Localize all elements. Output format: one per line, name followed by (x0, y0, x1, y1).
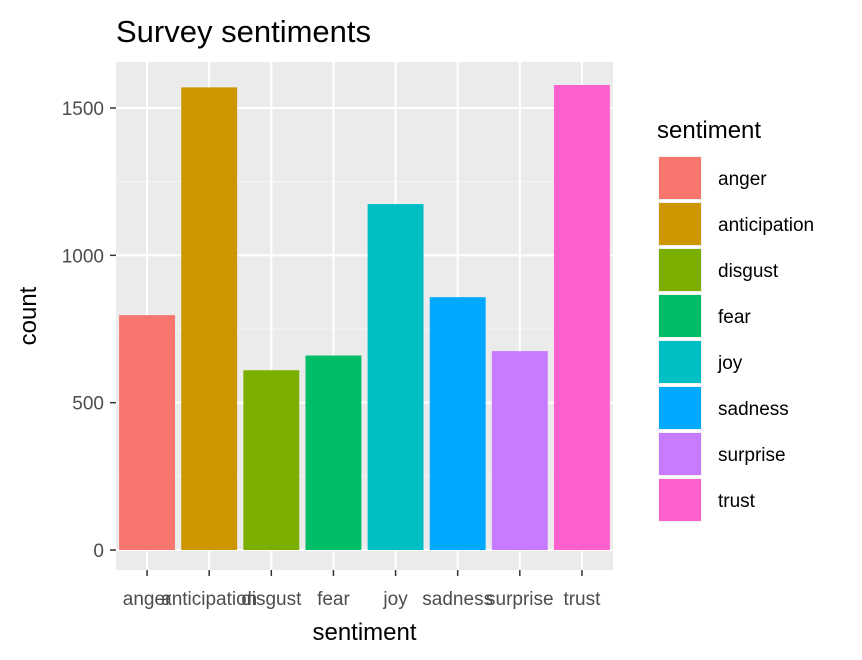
legend-swatch-anger (659, 157, 701, 199)
bar-anger (119, 315, 176, 550)
x-tick-label: anticipation (161, 589, 257, 610)
bar-disgust (243, 370, 300, 550)
bar-sadness (429, 297, 486, 550)
y-tick-label: 0 (93, 541, 104, 562)
x-axis-title: sentiment (312, 619, 416, 646)
x-tick-label: sadness (422, 589, 493, 610)
x-tick-label: fear (317, 589, 350, 610)
x-tick-label: anger (123, 589, 172, 610)
y-tick-label: 500 (72, 394, 104, 415)
legend-label-trust: trust (718, 491, 756, 512)
x-tick-label: surprise (486, 589, 554, 610)
y-axis: 0 500 1000 1500 (62, 99, 116, 562)
legend-swatch-trust (659, 479, 701, 521)
legend-swatch-joy (659, 341, 701, 383)
legend: sentiment anger anticipation disgust fear jo… (657, 117, 814, 522)
chart-title: Survey sentiments (116, 14, 371, 49)
y-tick-label: 1000 (62, 246, 104, 267)
legend-swatch-fear (659, 295, 701, 337)
x-tick-label: disgust (241, 589, 302, 610)
bar-anticipation (181, 87, 238, 550)
bar-fear (305, 355, 362, 550)
bar-surprise (491, 351, 548, 550)
bar-trust (553, 85, 610, 551)
bars (119, 85, 610, 551)
legend-title: sentiment (657, 117, 761, 144)
legend-swatch-surprise (659, 433, 701, 475)
bar-joy (367, 204, 424, 550)
legend-label-fear: fear (718, 307, 751, 328)
legend-swatch-sadness (659, 387, 701, 429)
legend-swatch-disgust (659, 249, 701, 291)
legend-label-anger: anger (718, 169, 767, 190)
x-tick-label: trust (563, 589, 601, 610)
y-tick-label: 1500 (62, 99, 104, 120)
legend-label-disgust: disgust (718, 261, 779, 282)
y-axis-title: count (15, 286, 42, 345)
legend-label-anticipation: anticipation (718, 215, 814, 236)
legend-label-sadness: sadness (718, 399, 789, 420)
legend-swatch-anticipation (659, 203, 701, 245)
legend-label-surprise: surprise (718, 445, 786, 466)
legend-label-joy: joy (717, 353, 743, 374)
x-tick-label: joy (382, 589, 408, 610)
